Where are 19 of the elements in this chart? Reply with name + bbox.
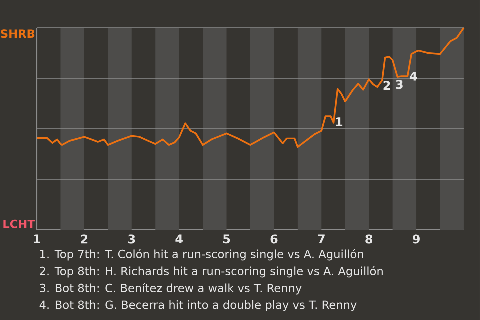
text: 4. Bot 8th: G. Becerra hit into a double play vs T. Renny: [40, 300, 357, 312]
x-tick-label: 1: [34, 234, 40, 244]
x-tick-label: 4: [176, 234, 183, 244]
text: 1. Top 7th: T. Colón hit a run-scoring single vs A. Aguillón: [40, 249, 364, 261]
text: LCHT: [4, 220, 36, 228]
x-tick-label: 2: [81, 234, 88, 244]
x-tick-label: 9: [412, 234, 420, 244]
text: SHRB: [1, 30, 35, 38]
x-tick-label: 3: [128, 234, 136, 244]
annotation: 2: [384, 81, 390, 90]
annotation: 1: [336, 118, 343, 126]
annotation: 3: [396, 80, 403, 90]
x-tick-label: 6: [270, 234, 278, 244]
annotation: 4: [410, 72, 418, 81]
text: 2. Top 8th: H. Richards hit a run-scoring single vs A. Aguillón: [40, 266, 383, 278]
x-tick-label: 5: [224, 234, 230, 244]
x-tick-label: 8: [366, 234, 373, 244]
x-tick-label: 7: [318, 234, 325, 244]
text: 3. Bot 8th: C. Benítez drew a walk vs T. Renny: [40, 283, 302, 295]
